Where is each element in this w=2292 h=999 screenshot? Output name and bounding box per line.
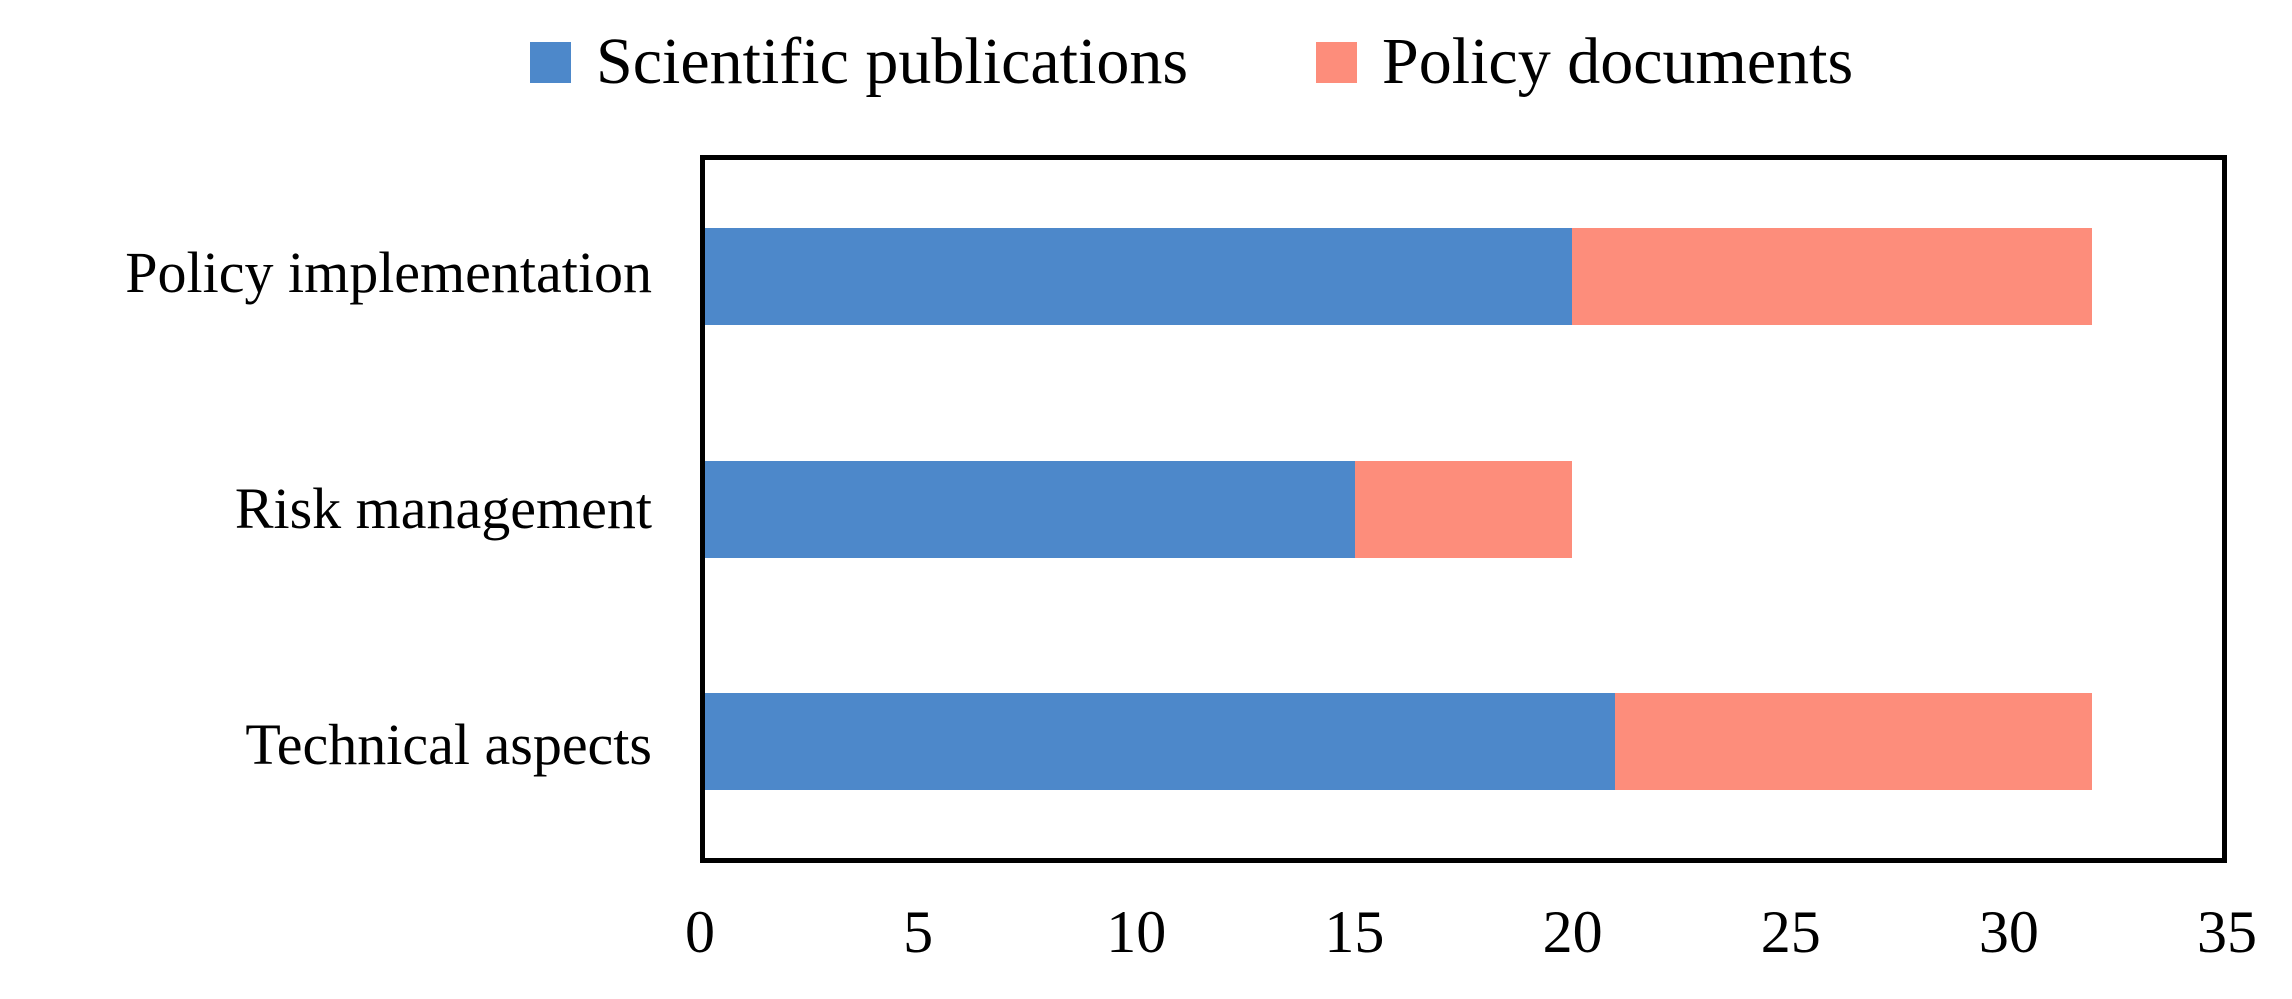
value-axis: 0 5 10 15 20 25 30 35	[685, 896, 2257, 976]
bar-band-policy-implementation	[705, 160, 2222, 393]
x-tick-label-25: 25	[1760, 899, 1821, 965]
plot-area	[700, 155, 2227, 863]
bar-segment-technical-aspects-scientific-publications	[705, 693, 1616, 791]
x-tick-label-15: 15	[1324, 899, 1385, 965]
x-tick-label-20: 20	[1542, 899, 1603, 965]
x-tick-label-35: 35	[2197, 899, 2257, 965]
x-tick-label-5: 5	[903, 899, 934, 965]
legend-label: Policy documents	[1382, 25, 1854, 98]
bar-segment-policy-implementation-policy-documents	[1571, 227, 2092, 325]
legend-item-policy-documents: Policy documents	[1316, 29, 1853, 95]
bar-stack-technical-aspects	[705, 693, 2222, 791]
bar-segment-policy-implementation-scientific-publications	[705, 227, 1572, 325]
bar-segment-risk-management-policy-documents	[1355, 460, 1572, 558]
legend-swatch-icon	[1316, 41, 1358, 83]
bar-segment-technical-aspects-policy-documents	[1615, 693, 2092, 791]
category-axis: Policy implementation Risk management Tech…	[0, 155, 652, 863]
legend-item-scientific-publications: Scientific publications	[530, 29, 1188, 95]
bar-band-technical-aspects	[705, 625, 2222, 858]
bar-stack-policy-implementation	[705, 227, 2222, 325]
category-label-technical-aspects: Technical aspects	[245, 712, 652, 777]
bar-band-risk-management	[705, 393, 2222, 626]
x-tick-label-30: 30	[1978, 899, 2039, 965]
category-label-policy-implementation: Policy implementation	[125, 240, 652, 305]
category-label-risk-management: Risk management	[234, 476, 652, 541]
legend: Scientific publications Policy documents	[530, 14, 1853, 110]
bar-segment-risk-management-scientific-publications	[705, 460, 1356, 558]
legend-label: Scientific publications	[596, 25, 1189, 98]
bar-stack-risk-management	[705, 460, 2222, 558]
x-tick-label-0: 0	[685, 899, 715, 965]
legend-swatch-icon	[530, 41, 571, 83]
x-tick-label-10: 10	[1106, 899, 1167, 965]
